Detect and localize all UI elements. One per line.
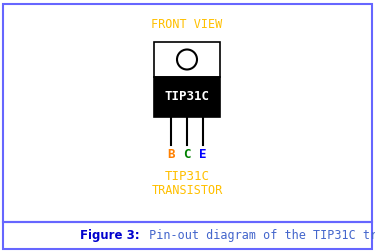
Text: E: E [199, 148, 207, 162]
Text: C: C [183, 148, 191, 162]
Text: FRONT VIEW: FRONT VIEW [152, 17, 223, 30]
Bar [3, 222, 372, 249]
Text: TIP31C: TIP31C [165, 171, 210, 183]
Bar [3, 4, 372, 222]
Text: TIP31C: TIP31C [165, 90, 210, 104]
Text: TRANSISTOR: TRANSISTOR [152, 184, 223, 198]
Circle shape [177, 49, 197, 70]
Bar [154, 42, 220, 77]
Text: B: B [167, 148, 175, 162]
Text: Pin-out diagram of the TIP31C transistor: Pin-out diagram of the TIP31C transistor [142, 230, 375, 242]
Bar [154, 77, 220, 117]
Text: Figure 3:: Figure 3: [80, 230, 140, 242]
